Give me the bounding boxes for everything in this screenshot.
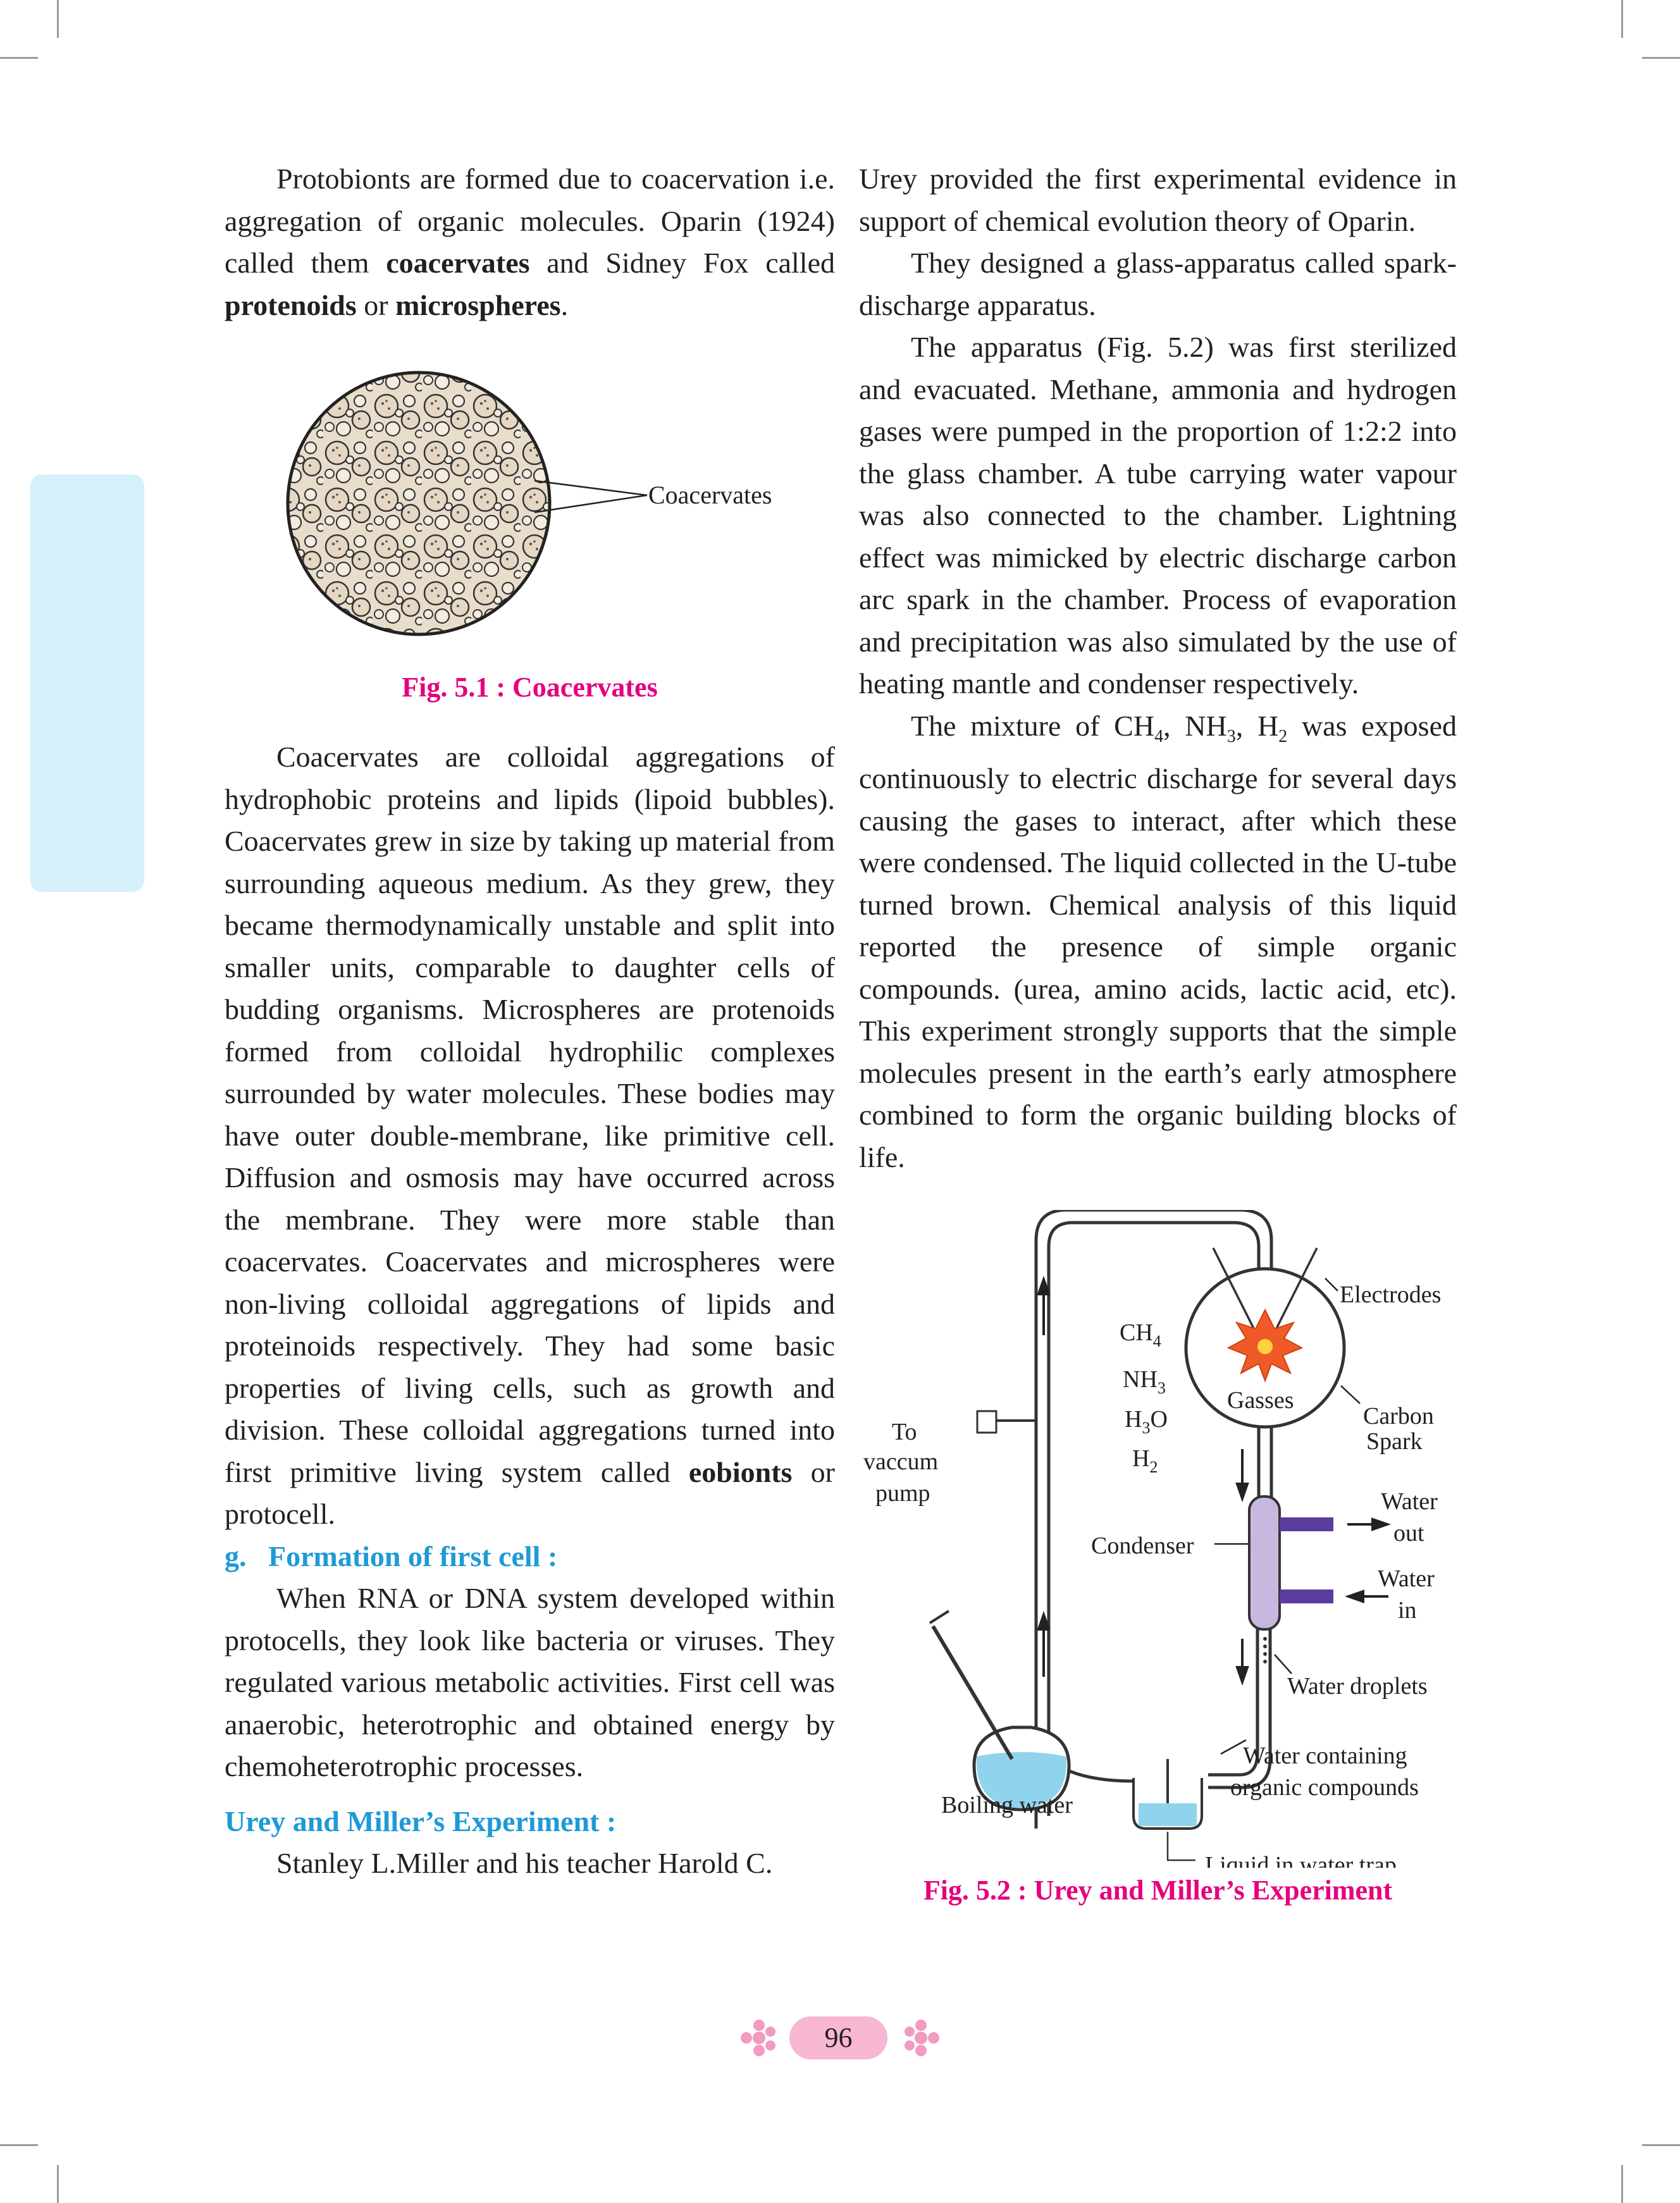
label-water-containing: Water containing: [1243, 1743, 1407, 1769]
label-methane: CH4: [1120, 1319, 1161, 1350]
condenser: [1248, 1495, 1281, 1631]
label-spark: Spark: [1366, 1428, 1423, 1455]
figure-urey-miller: Electrodes CH4 NH3 H3O H2 Gasses Carbon …: [859, 1208, 1457, 1906]
coacervates-label: Coacervates: [648, 481, 772, 509]
crop-mark: [1642, 2144, 1680, 2146]
vacuum-valve: [976, 1410, 998, 1434]
flower-ornament-icon: [741, 2020, 939, 2056]
label-water-out: out: [1393, 1520, 1424, 1546]
term-microspheres: microspheres: [395, 288, 561, 321]
paragraph-miller: Stanley L.Miller and his teacher Harold …: [276, 1847, 773, 1879]
page-number: 96: [789, 2016, 887, 2059]
label-organic-compounds: organic compounds: [1230, 1774, 1419, 1801]
section-heading: g. Formation of first cell :: [225, 1540, 558, 1572]
label-condenser: Condenser: [1091, 1533, 1194, 1559]
spark-core-icon: [1257, 1339, 1273, 1355]
label-to: To: [892, 1419, 917, 1445]
label-electrodes: Electrodes: [1340, 1281, 1441, 1308]
urey-miller-apparatus-diagram: Electrodes CH4 NH3 H3O H2 Gasses Carbon …: [863, 1208, 1441, 1879]
paragraph-protobionts: Protobionts are formed due to coacervati…: [225, 158, 835, 326]
trap-liquid: [1139, 1803, 1197, 1827]
section-heading: Urey and Miller’s Experiment :: [225, 1805, 617, 1837]
subscript: 4: [1154, 726, 1164, 746]
figure-caption: Fig. 5.1 : Coacervates: [402, 672, 658, 703]
boiling-water: [976, 1752, 1067, 1809]
label-water-out: Water: [1381, 1488, 1438, 1515]
label-pointer: [1166, 1832, 1195, 1861]
label-liquid-trap: Liquid in water trap: [1205, 1852, 1397, 1868]
label-pump: pump: [875, 1480, 930, 1507]
footer-ornament: [734, 2013, 946, 2063]
coacervates-diagram: Coacervates: [286, 371, 772, 636]
glass-tube: [1208, 1626, 1272, 1789]
coacervate-bubbles: [288, 373, 550, 634]
chapter-side-tab: [30, 474, 144, 892]
paragraph-first-cell: When RNA or DNA system developed within …: [225, 1582, 835, 1782]
u-trap: [1132, 1778, 1203, 1830]
crop-mark: [0, 57, 38, 59]
label-gasses: Gasses: [1227, 1387, 1294, 1414]
text: and Sidney Fox called: [529, 247, 836, 279]
label-carbon: Carbon: [1363, 1403, 1434, 1429]
glass-tube: [1047, 1221, 1261, 1817]
text: .: [560, 288, 569, 321]
water-in-pipe: [1280, 1589, 1333, 1604]
coacervate-boundary: [286, 371, 552, 636]
label-vaccum: vaccum: [863, 1448, 938, 1475]
text: The mixture of CH: [911, 709, 1155, 742]
text: was exposed continuously to electric dis…: [859, 709, 1457, 1173]
crop-mark: [1621, 2165, 1623, 2203]
label-water-in: Water: [1378, 1565, 1435, 1592]
text: Protobionts are formed due to coacervati…: [225, 163, 835, 279]
thermometer: [929, 1610, 950, 1624]
term-coacervates: coacervates: [386, 247, 530, 279]
text: or: [356, 288, 396, 321]
figure-coacervates: Coacervates Fig. 5.1 : Coacervates: [225, 345, 835, 703]
crop-mark: [1642, 57, 1680, 59]
crop-mark: [0, 2144, 38, 2146]
subscript: 3: [1226, 726, 1236, 746]
left-column: Protobionts are formed due to coacervati…: [225, 158, 835, 1885]
label-hydrogen: H2: [1132, 1445, 1158, 1476]
paragraph-procedure: The apparatus (Fig. 5.2) was first steri…: [859, 331, 1457, 700]
crop-mark: [1621, 0, 1623, 38]
thermometer: [931, 1625, 1014, 1760]
label-ammonia: NH3: [1123, 1366, 1166, 1397]
crop-mark: [57, 2165, 59, 2203]
term-protenoids: protenoids: [225, 288, 357, 321]
crop-mark: [57, 0, 59, 38]
label-pointer: [534, 479, 648, 497]
label-water-in: in: [1398, 1597, 1417, 1624]
term-eobionts: eobionts: [688, 1455, 793, 1488]
label-boiling-water: Boiling water: [941, 1792, 1073, 1818]
label-water-droplets: Water droplets: [1287, 1673, 1428, 1700]
glass-tube: [1034, 1208, 1273, 1829]
figure-caption: Fig. 5.2 : Urey and Miller’s Experiment: [923, 1875, 1393, 1906]
text: Coacervates are colloidal aggregations o…: [225, 741, 835, 1488]
label-water: H3O: [1125, 1406, 1168, 1437]
paragraph-apparatus: They designed a glass-apparatus called s…: [859, 247, 1457, 321]
paragraph-urey: Urey provided the first experimental evi…: [859, 163, 1457, 237]
label-pointer: [534, 494, 648, 514]
glass-tube: [1208, 1626, 1259, 1777]
paragraph-coacervates: Coacervates are colloidal aggregations o…: [225, 736, 835, 1536]
subscript: 2: [1278, 726, 1288, 746]
water-out-pipe: [1280, 1517, 1333, 1532]
text: or protocell.: [225, 1455, 835, 1531]
right-column: Urey provided the first experimental evi…: [859, 158, 1457, 1906]
paragraph-results: The mixture of CH4, NH3, H2 was exposed …: [859, 705, 1457, 1179]
text: , NH: [1163, 709, 1227, 742]
text: , H: [1235, 709, 1279, 742]
